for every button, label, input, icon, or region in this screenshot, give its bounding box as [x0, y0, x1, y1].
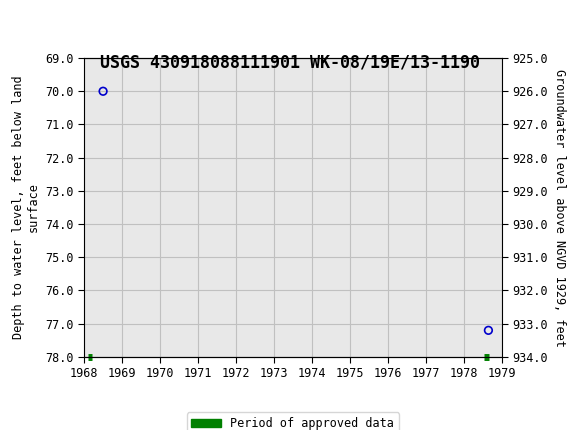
Legend: Period of approved data: Period of approved data — [187, 412, 399, 430]
Y-axis label: Depth to water level, feet below land
surface: Depth to water level, feet below land su… — [12, 76, 39, 339]
Y-axis label: Groundwater level above NGVD 1929, feet: Groundwater level above NGVD 1929, feet — [553, 68, 566, 347]
Text: ≋USGS: ≋USGS — [6, 14, 77, 31]
Point — [99, 88, 108, 95]
Point — [484, 327, 493, 334]
Text: USGS 430918088111901 WK-08/19E/13-1190: USGS 430918088111901 WK-08/19E/13-1190 — [100, 54, 480, 72]
